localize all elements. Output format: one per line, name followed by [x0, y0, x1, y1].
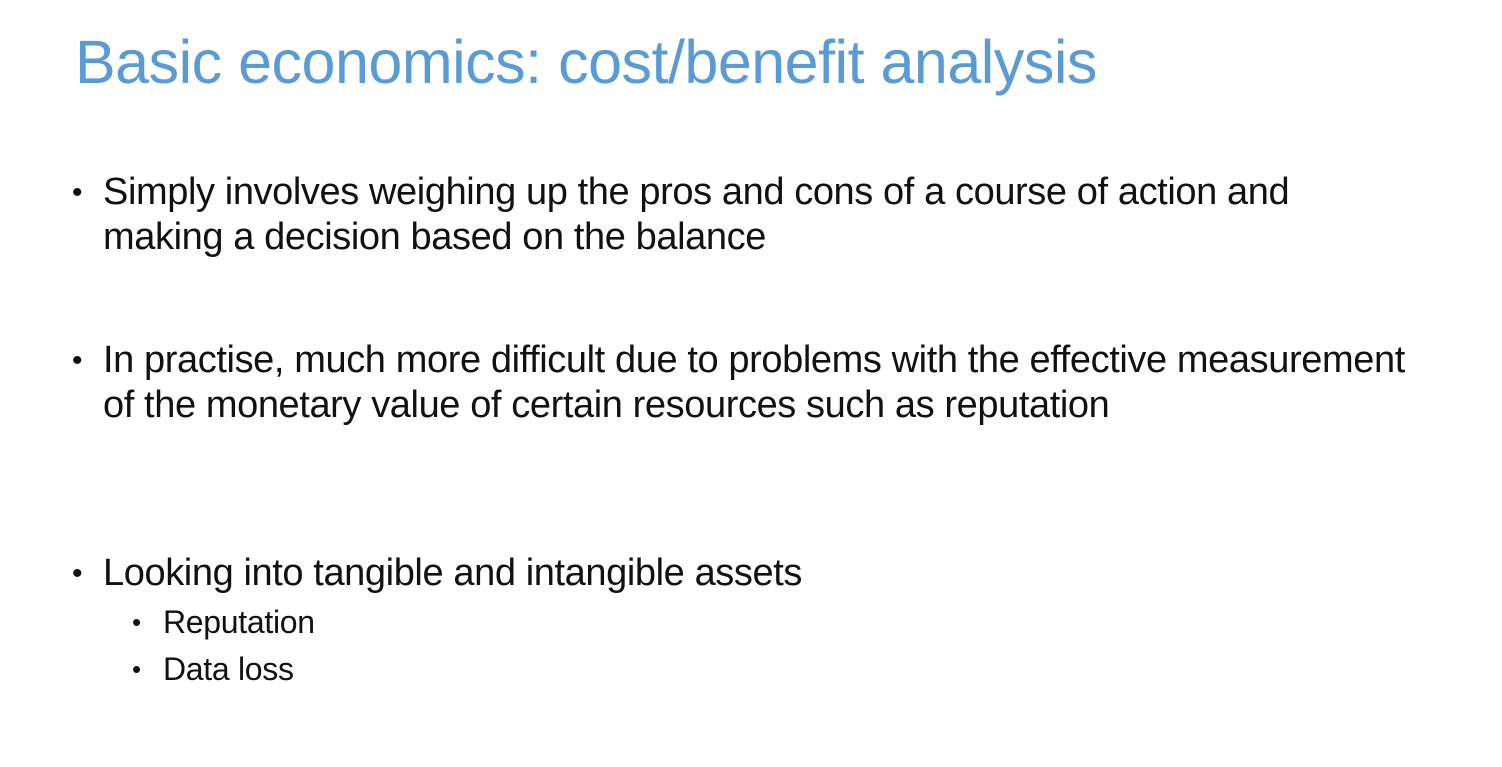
sub-bullet-list: • Reputation • Data loss — [72, 599, 1412, 693]
bullet-dot-icon: • — [72, 557, 83, 590]
sub-bullet-text: Data loss — [163, 651, 294, 687]
bullet-dot-icon: • — [72, 176, 83, 209]
slide-title: Basic economics: cost/benefit analysis — [75, 28, 1097, 96]
bullet-text: In practise, much more difficult due to … — [103, 339, 1405, 426]
sub-bullet-dot-icon: • — [132, 654, 141, 684]
sub-bullet-dot-icon: • — [132, 607, 141, 637]
bullet-item: • In practise, much more difficult due t… — [72, 338, 1412, 428]
bullet-text: Looking into tangible and intangible ass… — [103, 552, 802, 594]
sub-bullet-text: Reputation — [163, 604, 315, 640]
sub-bullet-item: • Data loss — [132, 646, 1412, 693]
bullet-item: • Simply involves weighing up the pros a… — [72, 170, 1412, 260]
bullet-item: • Looking into tangible and intangible a… — [72, 551, 1412, 693]
sub-bullet-item: • Reputation — [132, 599, 1412, 646]
bullet-dot-icon: • — [72, 344, 83, 377]
bullet-text: Simply involves weighing up the pros and… — [103, 171, 1290, 258]
